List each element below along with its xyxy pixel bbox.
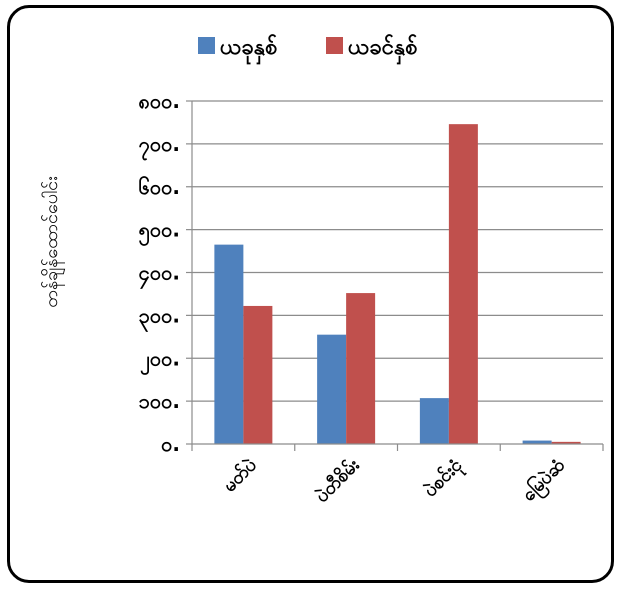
legend-swatch [326,37,343,54]
y-tick-label: ၄၀၀. [139,261,180,290]
bars [214,124,581,444]
y-tick-label: ၈၀၀. [138,89,180,113]
legend-label: ယခင်နှစ် [348,33,418,65]
bar-current-year [317,334,347,444]
y-tick-label: ၁၀၀. [139,389,180,413]
axes [191,101,604,451]
x-tick-label: ပဲတီစိမ်း [311,454,364,507]
x-tick-label: မြေပဲဆံ [517,453,572,508]
bar-current-year [419,398,449,444]
y-tick-label: ၃၀၀. [139,303,180,332]
y-tick-label: ၂၀၀. [140,346,180,375]
y-tick-label: ၅၀၀. [139,218,180,247]
bar-previous-year [243,305,273,444]
y-axis-label: တန်ချိန်ထောင်ပေါင်း [41,176,65,307]
bar-current-year [522,440,552,444]
y-tick-labels: ၀. ၁၀၀. ၂၀၀. ၃၀၀. ၄၀၀. ၅၀၀. ၆၀၀. ၇၀၀. ၈၀၀. [138,89,180,456]
y-tick-label: ၇၀၀. [139,132,180,161]
bar-current-year [214,244,244,444]
x-tick-label: မတ်ပဲ [218,454,260,496]
legend-label: ယခုနှစ် [220,33,277,65]
y-tick-label: ၀. [161,432,180,456]
x-tick-labels: မတ်ပဲ ပဲတီစိမ်း ပဲစင်းငုံ မြေပဲဆံ [218,453,572,508]
bar-previous-year [346,293,376,444]
legend: ယခုနှစ် ယခင်နှစ် [198,33,418,65]
y-tick-label: ၆၀၀. [139,175,180,199]
bar-previous-year [448,124,478,444]
bar-previous-year [551,441,581,444]
legend-swatch [198,37,215,54]
x-tick-label: ပဲစင်းငုံ [419,454,469,504]
